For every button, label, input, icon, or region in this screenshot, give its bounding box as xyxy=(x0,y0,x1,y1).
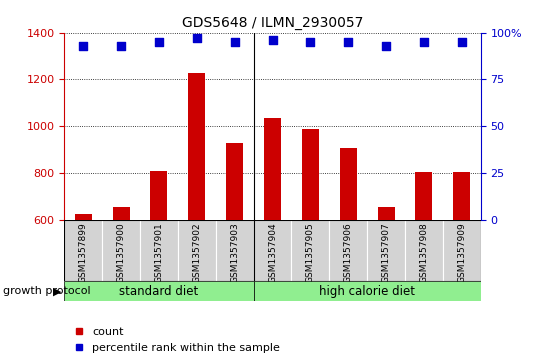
Point xyxy=(154,39,163,45)
Point xyxy=(457,39,466,45)
Point xyxy=(268,37,277,43)
Bar xyxy=(216,220,254,281)
Text: GSM1357902: GSM1357902 xyxy=(192,223,201,284)
Bar xyxy=(226,143,243,220)
Point xyxy=(192,35,201,41)
Bar xyxy=(75,214,92,220)
Text: high calorie diet: high calorie diet xyxy=(319,285,415,298)
Point xyxy=(344,39,353,45)
Bar xyxy=(254,281,481,301)
Text: GSM1357904: GSM1357904 xyxy=(268,223,277,284)
Bar xyxy=(443,220,481,281)
Bar xyxy=(140,220,178,281)
Bar xyxy=(405,220,443,281)
Bar xyxy=(377,207,395,220)
Text: GSM1357899: GSM1357899 xyxy=(79,223,88,284)
Bar xyxy=(178,220,216,281)
Text: standard diet: standard diet xyxy=(119,285,198,298)
Point xyxy=(306,39,315,45)
Text: GSM1357908: GSM1357908 xyxy=(419,223,428,284)
Text: GSM1357901: GSM1357901 xyxy=(154,223,163,284)
Bar xyxy=(254,220,291,281)
Point xyxy=(382,43,391,49)
Text: GSM1357907: GSM1357907 xyxy=(382,223,391,284)
Bar xyxy=(112,207,130,220)
Point xyxy=(230,39,239,45)
Bar xyxy=(453,172,470,220)
Bar xyxy=(64,281,254,301)
Bar xyxy=(302,129,319,220)
Text: GSM1357900: GSM1357900 xyxy=(117,223,126,284)
Bar xyxy=(291,220,329,281)
Text: GSM1357903: GSM1357903 xyxy=(230,223,239,284)
Bar xyxy=(329,220,367,281)
Point xyxy=(419,39,428,45)
Bar xyxy=(102,220,140,281)
Text: GSM1357909: GSM1357909 xyxy=(457,223,466,284)
Point xyxy=(117,43,126,49)
Bar xyxy=(415,172,433,220)
Text: growth protocol: growth protocol xyxy=(3,286,91,296)
Title: GDS5648 / ILMN_2930057: GDS5648 / ILMN_2930057 xyxy=(182,16,363,30)
Legend: count, percentile rank within the sample: count, percentile rank within the sample xyxy=(70,323,285,358)
Text: GSM1357906: GSM1357906 xyxy=(344,223,353,284)
Text: GSM1357905: GSM1357905 xyxy=(306,223,315,284)
Point xyxy=(79,43,88,49)
Text: ▶: ▶ xyxy=(53,286,61,296)
Bar xyxy=(188,73,205,220)
Bar xyxy=(150,171,168,220)
Bar xyxy=(64,220,102,281)
Bar xyxy=(264,118,281,220)
Bar xyxy=(367,220,405,281)
Bar xyxy=(340,148,357,220)
